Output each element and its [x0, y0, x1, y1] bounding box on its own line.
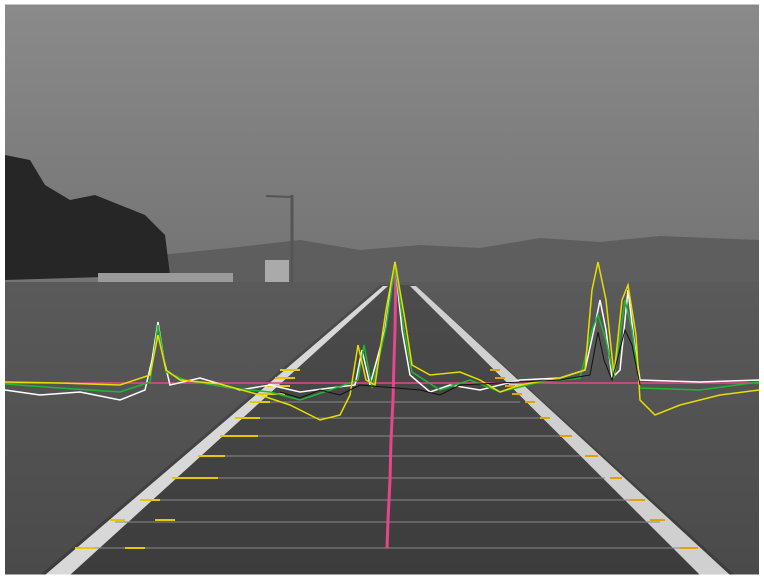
- lane-detection-frame: [0, 0, 764, 579]
- wall: [98, 273, 233, 283]
- light-arm: [266, 196, 292, 197]
- page: (() => { const data = JSON.parse(documen…: [0, 0, 764, 579]
- truck: [265, 260, 289, 284]
